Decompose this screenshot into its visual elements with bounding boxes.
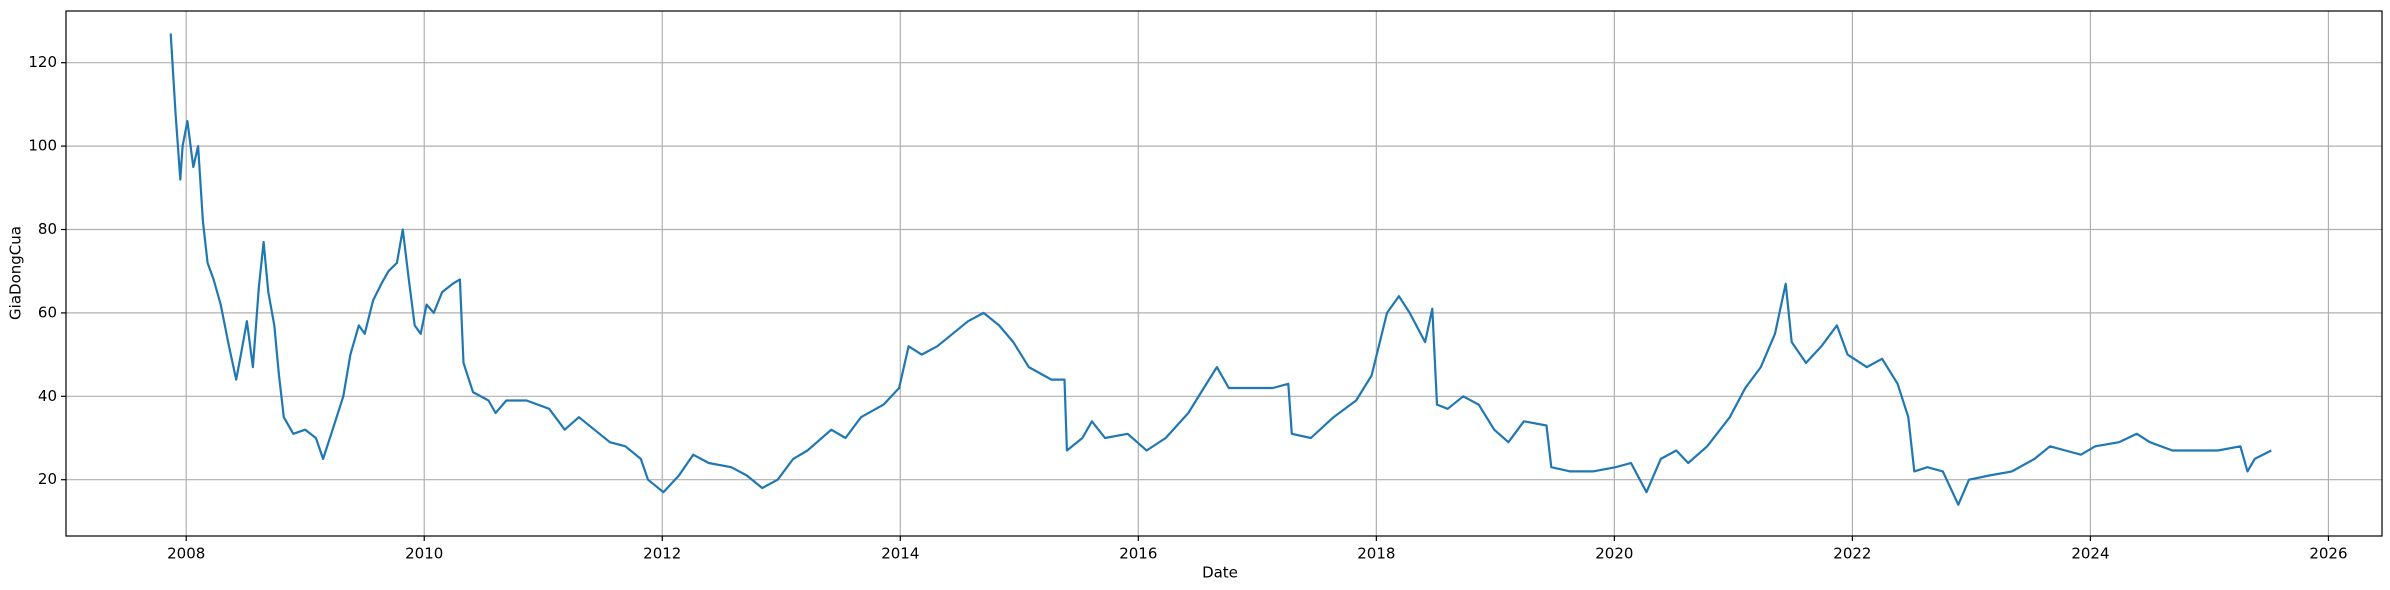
x-tick-label: 2022 — [1833, 545, 1871, 563]
x-tick-label: 2024 — [2071, 545, 2109, 563]
plot-frame — [65, 10, 2383, 537]
y-tick-label: 80 — [38, 220, 57, 238]
y-tick-label: 40 — [38, 387, 57, 405]
y-tick-label: 100 — [28, 137, 57, 155]
x-axis-label: Date — [1202, 564, 1238, 582]
x-tick-label: 2008 — [167, 545, 205, 563]
x-tick-label: 2016 — [1119, 545, 1157, 563]
x-tick-label: 2014 — [881, 545, 919, 563]
y-tick-label: 120 — [28, 53, 57, 71]
x-tick-label: 2010 — [405, 545, 443, 563]
y-tick-label: 20 — [38, 470, 57, 488]
price-line — [169, 33, 2272, 506]
x-tick-label: 2020 — [1595, 545, 1633, 563]
x-tick-label: 2026 — [2309, 545, 2347, 563]
y-tick-label: 60 — [38, 303, 57, 321]
x-tick-label: 2012 — [643, 545, 681, 563]
x-tick-label: 2018 — [1357, 545, 1395, 563]
y-axis-label: GiaDongCua — [7, 226, 25, 320]
